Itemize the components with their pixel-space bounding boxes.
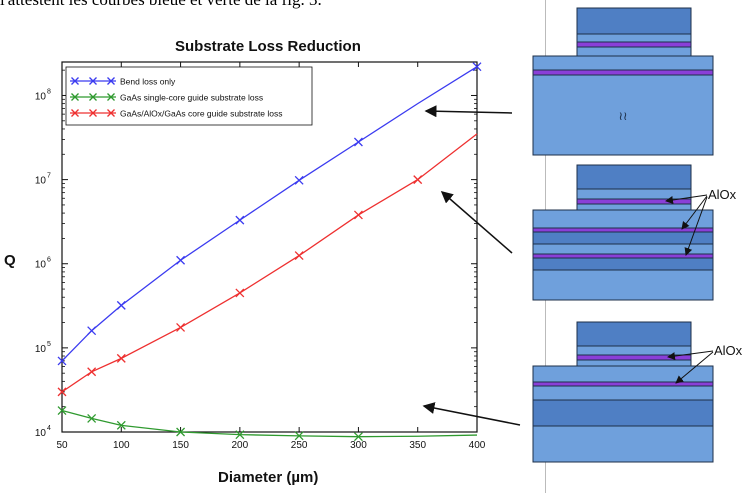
y-tick-label: 10 bbox=[35, 176, 47, 187]
x-tick-label: 250 bbox=[291, 440, 308, 451]
data-point-marker bbox=[235, 288, 245, 298]
y-tick-label: 10 bbox=[35, 428, 47, 439]
alox-label: AlOx bbox=[714, 343, 743, 358]
substrate bbox=[532, 74, 714, 156]
x-tick-label: 300 bbox=[350, 440, 367, 451]
slab-stripe bbox=[532, 69, 714, 76]
substrate-symbol: ≀≀ bbox=[619, 109, 628, 123]
x-axis-label: Diameter (µm) bbox=[218, 469, 319, 486]
alox-arrow bbox=[675, 351, 714, 384]
diagram-bend-only: ≀≀ bbox=[532, 7, 714, 156]
legend-box bbox=[65, 66, 313, 126]
y-tick-exponent: 5 bbox=[47, 341, 51, 348]
pointer-arrow-red bbox=[440, 191, 513, 254]
alox-arrow bbox=[667, 350, 714, 361]
y-tick-exponent: 6 bbox=[47, 257, 51, 264]
y-tick-label: 10 bbox=[35, 344, 47, 355]
legend-marker bbox=[89, 77, 97, 85]
data-point-marker bbox=[294, 251, 304, 261]
ridge-top bbox=[576, 7, 692, 35]
slab-layer-2 bbox=[532, 243, 714, 255]
ridge-bottom bbox=[576, 203, 692, 211]
slab-top bbox=[532, 55, 714, 71]
ridge-middle bbox=[576, 345, 692, 356]
alox-label: AlOx bbox=[708, 187, 737, 202]
x-tick-label: 150 bbox=[172, 440, 189, 451]
diagram-alox-core: AlOx bbox=[532, 164, 737, 301]
legend-marker bbox=[107, 77, 115, 85]
ridge-middle bbox=[576, 33, 692, 43]
chart-title: Substrate Loss Reduction bbox=[175, 38, 361, 55]
y-axis-label: Q bbox=[4, 252, 16, 269]
data-point-marker bbox=[87, 326, 97, 336]
y-tick-exponent: 4 bbox=[47, 425, 51, 432]
data-point-marker bbox=[353, 432, 363, 442]
alox-arrow bbox=[665, 194, 708, 204]
data-point-marker bbox=[57, 356, 67, 366]
ridge-bottom bbox=[576, 359, 692, 367]
x-tick-label: 50 bbox=[56, 440, 68, 451]
data-point-marker bbox=[294, 431, 304, 441]
alox-arrow bbox=[684, 196, 708, 256]
x-tick-label: 350 bbox=[409, 440, 426, 451]
substrate bbox=[532, 425, 714, 463]
legend-label: Bend loss only bbox=[120, 77, 176, 87]
y-tick-exponent: 7 bbox=[47, 173, 51, 180]
data-point-marker bbox=[235, 215, 245, 225]
x-tick-label: 400 bbox=[469, 440, 486, 451]
diagram-single-core: AlOx bbox=[532, 321, 743, 463]
legend-marker bbox=[107, 109, 115, 117]
data-point-marker bbox=[176, 322, 186, 332]
legend-marker bbox=[89, 109, 97, 117]
ridge-top bbox=[576, 164, 692, 190]
legend-marker bbox=[107, 93, 115, 101]
data-point-marker bbox=[176, 427, 186, 437]
substrate bbox=[532, 269, 714, 301]
x-tick-label: 100 bbox=[113, 440, 130, 451]
legend-marker bbox=[89, 93, 97, 101]
slab-top bbox=[532, 209, 714, 229]
pointer-arrow-green bbox=[422, 402, 521, 426]
data-point-marker bbox=[176, 255, 186, 265]
data-point-marker bbox=[294, 175, 304, 185]
data-point-marker bbox=[57, 387, 67, 397]
pointer-arrow-blue bbox=[424, 105, 513, 118]
data-point-marker bbox=[413, 175, 423, 185]
data-point-marker bbox=[353, 210, 363, 220]
slab-stripe bbox=[532, 381, 714, 387]
slab-layer-2 bbox=[532, 399, 714, 427]
data-point-marker bbox=[472, 62, 482, 72]
alox-arrow bbox=[681, 195, 708, 230]
data-point-marker bbox=[353, 137, 363, 147]
data-point-marker bbox=[116, 353, 126, 363]
slab-stripe-1 bbox=[532, 227, 714, 233]
legend-label: GaAs single-core guide substrate loss bbox=[120, 93, 263, 103]
ridge-middle bbox=[576, 188, 692, 200]
ridge-top bbox=[576, 321, 692, 347]
data-point-marker bbox=[87, 413, 97, 423]
legend-label: GaAs/AlOx/GaAs core guide substrate loss bbox=[120, 109, 283, 119]
data-point-marker bbox=[116, 300, 126, 310]
plot-frame bbox=[61, 61, 478, 433]
data-point-marker bbox=[235, 430, 245, 440]
legend-marker bbox=[71, 93, 79, 101]
data-point-marker bbox=[116, 420, 126, 430]
data-point-marker bbox=[57, 406, 67, 415]
caption-text: l'attestent les courbes bleue et verte d… bbox=[0, 0, 322, 10]
slab-layer-3 bbox=[532, 257, 714, 271]
slab-layer-1 bbox=[532, 231, 714, 245]
ridge-stripe bbox=[576, 41, 692, 48]
y-tick-label: 10 bbox=[35, 91, 47, 102]
y-tick-label: 10 bbox=[35, 260, 47, 271]
legend-marker bbox=[71, 77, 79, 85]
slab-layer-1 bbox=[532, 385, 714, 401]
y-tick-exponent: 8 bbox=[47, 88, 51, 95]
data-point-marker bbox=[87, 367, 97, 377]
x-tick-label: 200 bbox=[232, 440, 249, 451]
ridge-bottom bbox=[576, 46, 692, 57]
legend-marker bbox=[71, 109, 79, 117]
